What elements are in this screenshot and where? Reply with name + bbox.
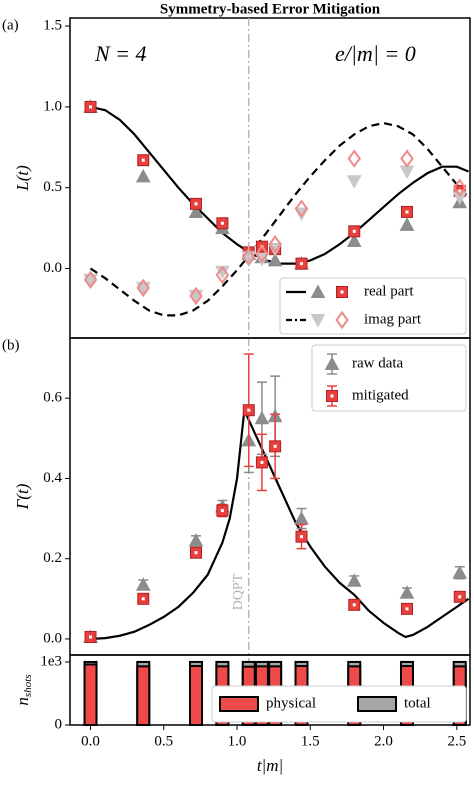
marker (399, 165, 415, 180)
legend-label: mitigated (352, 387, 409, 403)
marker (294, 199, 309, 218)
marker-center (194, 551, 198, 555)
marker (136, 278, 151, 298)
legend-label: real part (364, 283, 414, 299)
legend-box (279, 277, 467, 335)
legend-patch (357, 696, 397, 712)
marker (83, 270, 98, 290)
marker-center (300, 535, 304, 539)
x-tick-label: 2.0 (374, 733, 393, 749)
marker-center (405, 607, 409, 611)
y-axis-label-main: L(t) (13, 165, 32, 192)
legend-label: physical (266, 695, 316, 711)
dqpt-label: DQPT (231, 573, 246, 610)
y-axis-label: nshots (13, 674, 34, 705)
bar (189, 665, 204, 726)
x-tick-label: 0.0 (81, 733, 100, 749)
marker (399, 585, 415, 599)
marker (135, 168, 151, 183)
x-tick-label: 0.5 (154, 733, 173, 749)
theory-curve (89, 121, 470, 317)
marker-center (273, 444, 277, 448)
y-axis-label-sub: shots (22, 674, 34, 697)
y-tick-label: 0.0 (43, 260, 62, 276)
legend-label: raw data (352, 355, 404, 371)
marker-center (352, 229, 356, 233)
marker-center (89, 105, 93, 109)
x-tick-label: 1.5 (301, 733, 320, 749)
marker (346, 233, 362, 248)
y-tick-label: 1.0 (43, 98, 62, 114)
marker (255, 244, 269, 264)
marker-center (405, 210, 409, 214)
marker (347, 149, 361, 168)
marker-center (458, 595, 462, 599)
y-tick-label: 0.5 (43, 179, 62, 195)
marker-center (89, 635, 93, 639)
legend-box (311, 344, 467, 412)
marker (452, 191, 468, 205)
legend-label: total (404, 695, 431, 711)
marker (453, 178, 467, 197)
marker (294, 511, 309, 525)
bar (83, 663, 98, 727)
y-tick-label: 0.6 (43, 390, 62, 406)
marker (188, 533, 204, 547)
marker-center (141, 158, 145, 162)
theory-curve (90, 406, 470, 641)
marker-center (194, 202, 198, 206)
marker (188, 204, 204, 218)
axes-frame (69, 654, 471, 726)
annotation: N = 4 (94, 41, 147, 66)
y-tick-label: 1e3 (40, 653, 62, 669)
marker (399, 217, 415, 231)
panel-label: (a) (2, 17, 19, 33)
marker (135, 577, 151, 591)
y-axis-label-main: n (13, 697, 32, 706)
marker-center (340, 290, 344, 294)
y-tick-label: 0.4 (43, 470, 62, 486)
y-tick-label: 0.2 (43, 550, 62, 566)
marker (189, 286, 203, 306)
marker (346, 573, 362, 587)
y-axis-label: Γ(t) (13, 483, 32, 510)
x-tick-label: 2.5 (447, 733, 466, 749)
marker (452, 565, 468, 579)
annotation: e/|m| = 0 (335, 41, 416, 66)
y-axis-label: L(t) (13, 165, 32, 192)
marker-center (260, 460, 264, 464)
marker (324, 356, 340, 370)
y-axis-label-main: Γ(t) (13, 483, 32, 510)
theory-curve (90, 105, 469, 265)
marker-center (352, 603, 356, 607)
y-tick-label: 0.0 (43, 630, 62, 646)
marker (310, 284, 326, 298)
marker (215, 265, 230, 285)
panel-label: (b) (2, 337, 20, 353)
marker (346, 175, 362, 189)
marker (268, 235, 282, 254)
marker-center (458, 189, 462, 193)
legend-box (211, 685, 467, 723)
marker (335, 310, 349, 330)
legend-label: imag part (364, 311, 422, 327)
marker (400, 149, 414, 168)
marker (254, 410, 270, 425)
marker-center (300, 262, 304, 266)
x-axis-label: t|m| (257, 756, 283, 775)
marker-center (247, 408, 251, 412)
marker (267, 252, 283, 267)
legend-patch (219, 696, 259, 712)
marker-center (141, 597, 145, 601)
marker-center (220, 509, 224, 513)
marker-center (220, 221, 224, 225)
marker-center (330, 394, 334, 398)
bar (136, 665, 151, 727)
x-tick-label: 1.0 (228, 733, 247, 749)
y-tick-label: 0 (55, 716, 63, 732)
marker (310, 314, 326, 328)
y-tick-label: 1.5 (43, 18, 62, 34)
chart-title: Symmetry-based Error Mitigation (160, 1, 381, 17)
